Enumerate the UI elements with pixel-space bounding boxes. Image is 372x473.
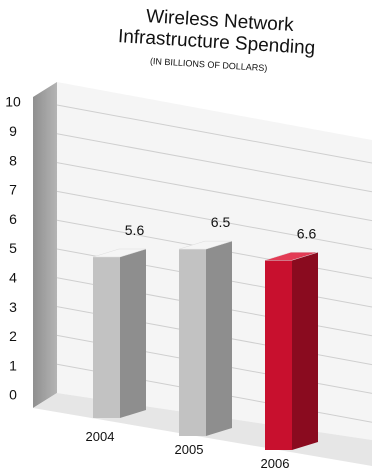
ytick-label: 0 <box>9 387 17 403</box>
ytick-label: 10 <box>5 94 21 110</box>
bar-2004 <box>92 248 147 418</box>
bar-top <box>178 240 233 250</box>
bar-side <box>206 241 232 436</box>
ytick-label: 6 <box>9 211 17 227</box>
bar-top <box>92 248 147 258</box>
bar-side <box>120 249 146 418</box>
ytick-label: 4 <box>9 270 17 286</box>
value-label: 6.5 <box>211 214 231 230</box>
ytick-label: 1 <box>9 357 17 373</box>
ytick-label: 7 <box>9 182 17 198</box>
gridline-8 <box>56 162 372 222</box>
ytick-label: 2 <box>9 328 17 344</box>
gridline-9 <box>56 133 372 193</box>
xtick-label: 2004 <box>86 429 115 444</box>
bar-front <box>93 257 120 418</box>
ytick-label: 9 <box>9 123 17 139</box>
left-wall <box>33 82 57 408</box>
bar-front <box>265 260 292 450</box>
value-label: 5.6 <box>125 222 145 238</box>
gridline-7 <box>56 190 372 250</box>
bar-side <box>292 252 318 450</box>
bar-front <box>179 249 206 436</box>
gridline-10 <box>56 104 372 164</box>
bar-2006 <box>264 252 319 450</box>
bar-top <box>264 252 319 261</box>
bar-2005 <box>178 240 233 436</box>
ytick-label: 8 <box>9 152 17 168</box>
ytick-label: 5 <box>9 240 17 256</box>
ytick-label: 3 <box>9 299 17 315</box>
value-label: 6.6 <box>297 225 317 241</box>
xtick-label: 2005 <box>175 442 204 457</box>
xtick-label: 2006 <box>261 456 290 471</box>
